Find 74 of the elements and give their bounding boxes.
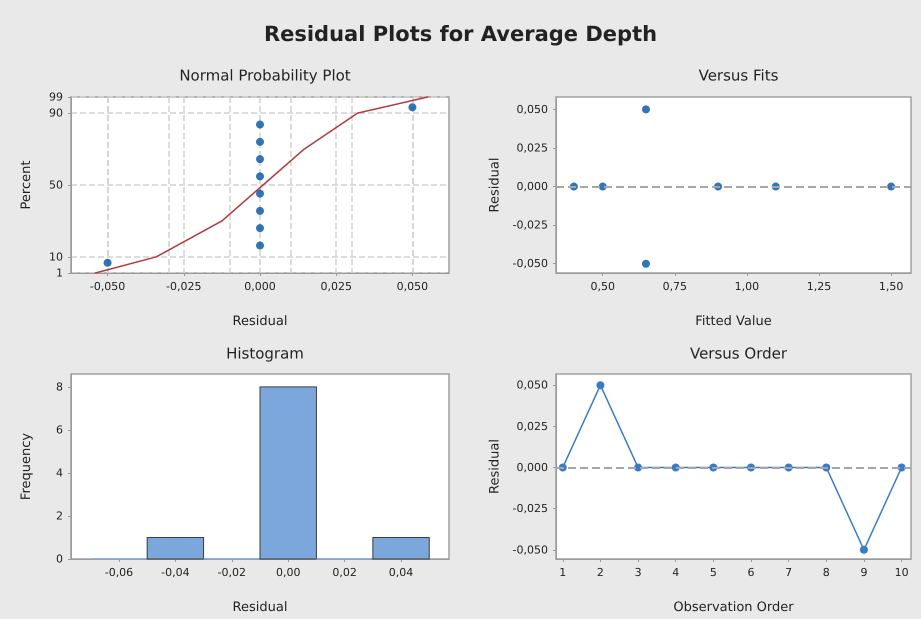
x-tick-label: -0,04	[161, 566, 190, 579]
x-tick-label: 0,50	[590, 280, 615, 293]
x-tick-label: -0,06	[104, 566, 134, 579]
x-tick-label: 0,00	[276, 566, 300, 579]
y-tick-label: 4	[56, 466, 63, 480]
x-axis-title: Residual	[232, 314, 288, 329]
point	[642, 260, 650, 268]
x-tick-label: 6	[748, 566, 755, 579]
y-tick-label: 50	[49, 178, 63, 192]
y-tick-label: -0,050	[512, 257, 548, 270]
point	[860, 546, 868, 554]
point	[256, 242, 264, 250]
chart-title: Normal Probability Plot	[179, 66, 351, 84]
x-tick-label: 8	[822, 566, 830, 579]
point	[596, 381, 604, 390]
y-tick-label: 0	[56, 552, 63, 566]
x-tick-label: 2	[596, 566, 604, 579]
y-tick-label: 8	[56, 380, 63, 394]
y-tick-label: 0,000	[516, 460, 548, 474]
x-tick-label: -0,02	[218, 566, 246, 579]
x-tick-label: 10	[894, 566, 909, 579]
x-tick-label: 0,75	[662, 280, 688, 293]
y-tick-label: 10	[49, 250, 63, 264]
y-tick-label: 0,025	[516, 141, 548, 154]
chart-title: Histogram	[226, 344, 304, 362]
x-tick-label: 0,050	[396, 280, 428, 293]
x-tick-label: 1,25	[806, 280, 832, 293]
point	[408, 103, 416, 112]
x-tick-label: 0,04	[388, 566, 414, 579]
x-tick-label: 7	[785, 566, 792, 579]
y-axis-title: Residual	[488, 158, 503, 212]
x-tick-label: 1	[559, 566, 566, 579]
x-tick-label: 4	[672, 566, 680, 579]
y-tick-label: -0,025	[512, 218, 548, 232]
x-axis-title: Observation Order	[673, 600, 794, 615]
point	[256, 120, 264, 128]
chart-title: Versus Order	[690, 344, 788, 362]
text: Residual Plots for Average Depth	[262, 22, 658, 46]
x-tick-label: -0,050	[90, 280, 126, 293]
y-tick-label: 90	[49, 106, 63, 120]
point	[256, 224, 264, 232]
x-tick-label: 5	[710, 566, 717, 579]
x-axis-title: Fitted Value	[695, 314, 772, 329]
y-tick-label: 1	[56, 266, 63, 280]
point	[104, 258, 112, 267]
point	[256, 172, 264, 180]
y-tick-label: 0,025	[516, 420, 548, 433]
x-tick-label: -0,025	[166, 280, 202, 293]
point	[256, 138, 264, 146]
y-axis-title: Residual	[488, 439, 503, 494]
x-axis-title: Residual	[232, 600, 288, 615]
y-tick-label: 99	[49, 90, 63, 104]
y-axis-title: Percent	[19, 160, 34, 210]
y-tick-label: 0,050	[516, 102, 548, 116]
line-series	[94, 96, 428, 274]
point	[256, 155, 264, 164]
point	[256, 190, 264, 198]
chart-title: Versus Fits	[698, 66, 779, 84]
y-tick-label: 0,050	[516, 378, 548, 392]
x-tick-label: 3	[634, 566, 642, 579]
x-tick-label: 1,00	[734, 280, 760, 293]
y-tick-label: 6	[56, 423, 63, 436]
x-tick-label: 1,50	[878, 280, 904, 293]
x-tick-label: 0,000	[244, 280, 276, 293]
y-tick-label: -0,025	[512, 502, 548, 516]
y-tick-label: 2	[56, 509, 63, 522]
y-axis-title: Frequency	[19, 432, 34, 500]
x-tick-label: 9	[860, 566, 868, 579]
point	[256, 206, 264, 215]
point	[642, 105, 650, 114]
x-tick-label: 0,025	[320, 280, 352, 293]
x-tick-label: 0,02	[332, 566, 357, 579]
y-tick-label: -0,050	[512, 543, 548, 556]
y-tick-label: 0,000	[516, 180, 548, 194]
